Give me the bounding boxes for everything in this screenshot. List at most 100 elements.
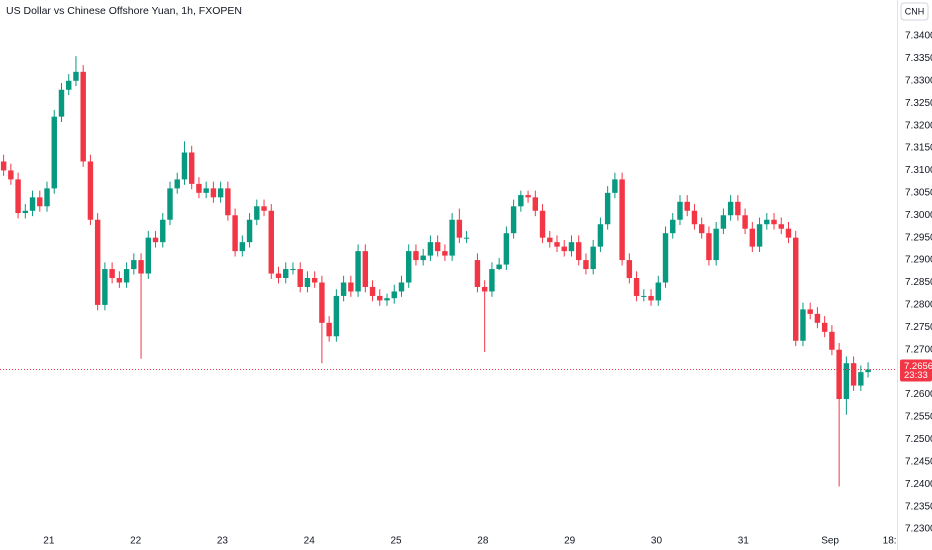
candle-body	[391, 291, 397, 299]
y-tick-label: 7.3100	[905, 165, 932, 176]
candle-body	[160, 219, 166, 243]
candle-body	[807, 309, 813, 314]
candle-body	[474, 260, 481, 287]
candle-body	[275, 273, 282, 279]
candle-body	[283, 269, 289, 279]
countdown-label: 23:33	[904, 370, 928, 381]
candle-body	[413, 251, 419, 261]
candle-body	[785, 228, 792, 238]
candle-body	[481, 286, 488, 292]
y-tick-label: 7.2800	[905, 300, 932, 311]
candle-body	[456, 219, 463, 238]
candle-body	[94, 219, 101, 305]
candle-body	[648, 295, 654, 301]
candle-body	[713, 228, 719, 261]
candle-body	[749, 228, 756, 247]
candle-body	[167, 188, 173, 220]
candle-body	[735, 201, 741, 216]
candle-body	[217, 188, 224, 198]
candle-body	[684, 201, 690, 211]
candle-body	[518, 195, 524, 207]
y-tick-label: 7.2750	[905, 322, 932, 333]
candle-body	[123, 269, 130, 283]
y-tick-label: 7.2900	[905, 255, 932, 266]
candle-body	[554, 242, 560, 247]
y-tick-label: 7.3150	[905, 143, 932, 154]
candle-body	[261, 206, 267, 211]
x-tick-label: 30	[651, 536, 663, 547]
candle-body	[561, 246, 567, 252]
candle-body	[80, 71, 86, 162]
candle-body	[304, 278, 311, 287]
candle-body	[311, 278, 318, 283]
candle-body	[821, 322, 828, 332]
candle-body	[73, 71, 79, 81]
currency-label: CNH	[905, 6, 925, 16]
candle-body	[87, 161, 94, 220]
candle-body	[449, 219, 455, 256]
candle-body	[641, 295, 647, 297]
candle-body	[742, 215, 748, 229]
x-tick-label: 31	[738, 536, 750, 547]
candle-body	[420, 255, 426, 261]
candle-body	[0, 161, 7, 171]
x-tick-label: 23	[217, 536, 229, 547]
x-tick-label: 29	[564, 536, 576, 547]
x-tick-label: 22	[130, 536, 142, 547]
candle-body	[814, 313, 821, 323]
candle-body	[597, 224, 604, 247]
candle-body	[547, 237, 553, 243]
candle-body	[152, 237, 159, 243]
candle-body	[698, 224, 705, 234]
candle-body	[442, 251, 448, 256]
candle-body	[58, 89, 65, 117]
candle-body	[232, 215, 238, 252]
y-axis-panel	[897, 0, 932, 550]
candle-body	[463, 237, 470, 239]
candle-body	[268, 210, 274, 274]
candle-body	[203, 188, 209, 193]
candle-body	[604, 192, 611, 225]
candle-body	[355, 251, 361, 292]
candle-body	[670, 219, 676, 234]
candle-body	[138, 260, 144, 274]
candle-body	[655, 282, 661, 301]
y-tick-label: 7.2850	[905, 277, 932, 288]
candle-body	[583, 260, 589, 270]
candle-body	[109, 269, 115, 279]
y-tick-label: 7.3350	[905, 53, 932, 64]
y-tick-label: 7.2400	[905, 479, 932, 490]
y-tick-label: 7.2950	[905, 232, 932, 243]
y-tick-label: 7.2300	[905, 524, 932, 535]
candle-body	[836, 349, 842, 400]
y-tick-label: 7.3200	[905, 120, 932, 131]
candle-body	[829, 331, 835, 350]
candle-body	[489, 269, 495, 292]
x-tick-label: 18:00	[883, 536, 908, 547]
y-tick-label: 7.2350	[905, 501, 932, 512]
candle-body	[102, 269, 108, 305]
y-tick-label: 7.2450	[905, 456, 932, 467]
candle-body	[619, 179, 625, 261]
candle-body	[843, 363, 850, 400]
candle-body	[37, 197, 43, 207]
candle-body	[525, 195, 531, 198]
candle-body	[333, 295, 340, 337]
candle-body	[51, 116, 57, 189]
candle-body	[8, 170, 14, 180]
x-tick-label: 24	[304, 536, 316, 547]
candle-body	[44, 188, 50, 207]
candle-body	[633, 278, 640, 296]
y-tick-label: 7.3050	[905, 187, 932, 198]
candle-body	[406, 251, 412, 283]
plot-area	[0, 56, 871, 487]
candle-body	[181, 152, 188, 180]
y-tick-label: 7.2700	[905, 344, 932, 355]
candle-body	[575, 242, 582, 261]
candle-body	[326, 322, 332, 337]
candle-body	[691, 210, 698, 225]
candle-body	[15, 179, 21, 214]
candle-body	[510, 206, 517, 234]
